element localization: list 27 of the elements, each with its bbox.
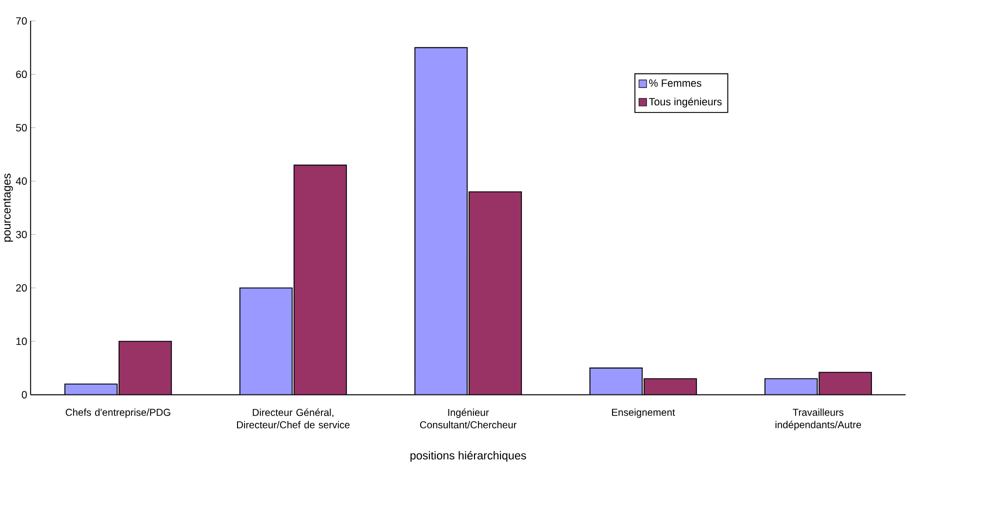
legend-label: % Femmes [649, 79, 702, 87]
bar [818, 372, 872, 395]
x-tick-label: Enseignement [612, 408, 676, 418]
x-tick-label: Ingénieur Consultant/Chercheur [420, 408, 517, 428]
bar [414, 48, 468, 395]
y-tick-label: 10 [16, 338, 27, 346]
y-axis-title: pourcentages [3, 174, 13, 242]
x-tick-label: Chefs d'entreprise/PDG [66, 408, 170, 418]
bar [764, 378, 818, 395]
legend-label: Tous ingénieurs [649, 98, 722, 108]
y-tick-label: 60 [16, 70, 27, 78]
bar [644, 378, 696, 395]
bar [469, 192, 522, 395]
y-tick-label: 30 [16, 230, 27, 238]
y-tick-label: 0 [22, 391, 27, 398]
bar [294, 165, 346, 395]
y-tick-label: 70 [16, 17, 27, 25]
bar [119, 341, 172, 395]
y-tick-label: 40 [16, 177, 27, 185]
x-axis-title: positions hiérarchiques [410, 451, 526, 462]
x-tick-label: Travailleurs indépendants/Autre [776, 408, 862, 430]
bar [64, 384, 118, 395]
bar [240, 288, 292, 395]
x-tick-label: Directeur Général, Directeur/Chef de service [237, 408, 350, 428]
y-tick-label: 50 [16, 124, 27, 132]
y-tick-label: 20 [16, 284, 27, 292]
bar [590, 368, 642, 395]
